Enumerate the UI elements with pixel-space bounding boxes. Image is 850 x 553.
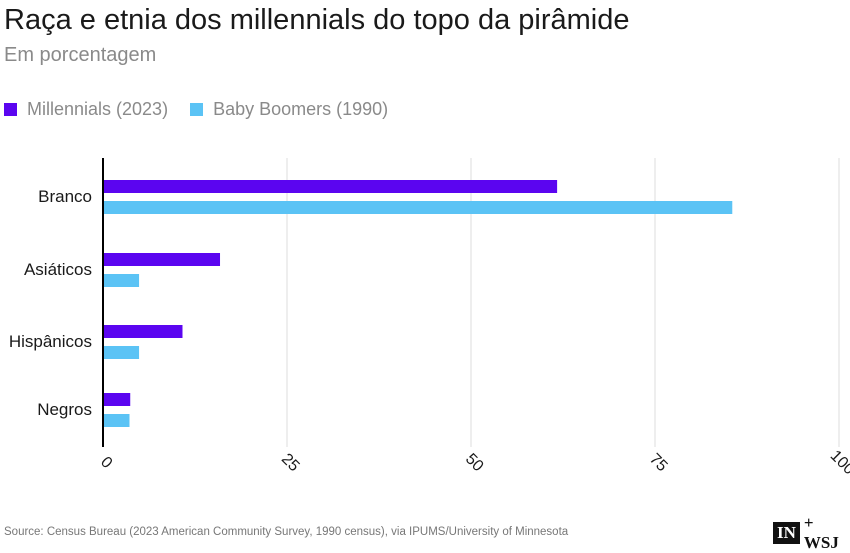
publisher-logo: IN + WSJ: [773, 513, 850, 553]
bar-boomers: [103, 346, 140, 359]
bar-millennials: [103, 393, 131, 406]
legend-label-millennials: Millennials (2023): [27, 99, 169, 119]
bar-boomers: [103, 414, 130, 427]
legend-swatch-millennials: [4, 103, 17, 116]
legend-item-millennials: Millennials (2023): [4, 99, 168, 120]
bar-millennials: [103, 325, 183, 338]
bar-boomers: [103, 201, 733, 214]
source-note: Source: Census Bureau (2023 American Com…: [4, 526, 569, 538]
category-label: Asiáticos: [24, 260, 92, 279]
legend-item-boomers: Baby Boomers (1990): [190, 99, 388, 120]
x-tick-label: 100: [827, 447, 850, 478]
x-tick-label: 0: [97, 454, 115, 472]
x-tick-label: 25: [278, 451, 303, 476]
x-tick-label: 75: [646, 451, 671, 476]
category-label: Hispânicos: [9, 332, 92, 351]
legend-swatch-boomers: [190, 103, 204, 116]
logo-box: IN: [773, 522, 800, 544]
bar-millennials: [103, 180, 558, 193]
bar-boomers: [103, 274, 140, 287]
legend: Millennials (2023) Baby Boomers (1990): [4, 99, 410, 120]
chart-title: Raça e etnia dos millennials do topo da …: [4, 4, 630, 36]
category-label: Negros: [37, 400, 92, 419]
bar-millennials: [103, 253, 221, 266]
logo-text: + WSJ: [803, 513, 839, 552]
category-label: Branco: [38, 187, 92, 206]
x-tick-label: 50: [462, 451, 487, 476]
legend-label-boomers: Baby Boomers (1990): [213, 99, 389, 119]
chart-subtitle: Em porcentagem: [4, 44, 157, 66]
